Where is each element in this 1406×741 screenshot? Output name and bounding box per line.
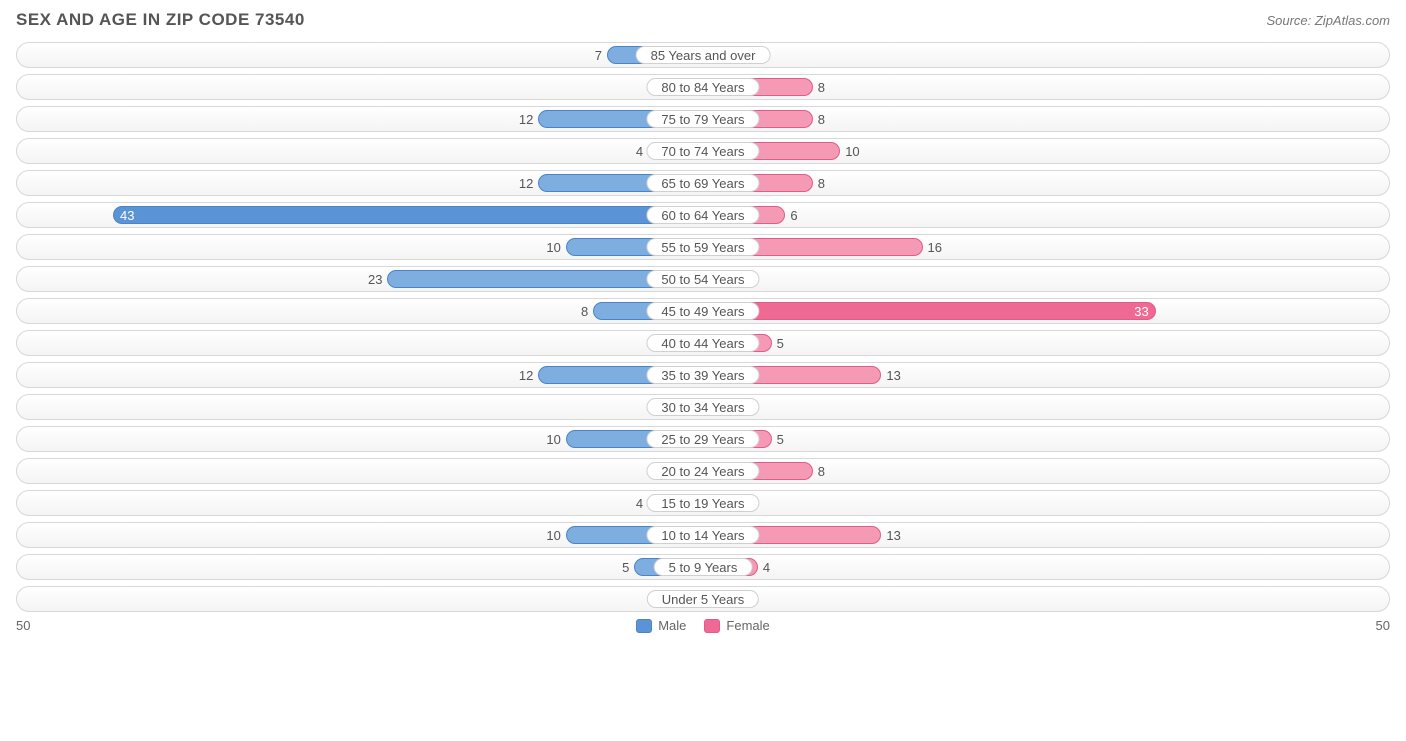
legend-swatch-female	[704, 619, 720, 633]
category-label: Under 5 Years	[647, 590, 759, 608]
chart-row: 3540 to 44 Years	[16, 330, 1390, 356]
chart-row: 10 13 10 to 14 Years	[16, 522, 1390, 548]
chart-row: 8 33 45 to 49 Years	[16, 298, 1390, 324]
legend-label-male: Male	[658, 618, 686, 633]
female-value: 5	[771, 335, 784, 351]
category-label: 80 to 84 Years	[646, 78, 759, 96]
female-value: 10	[839, 143, 859, 159]
male-value: 10	[546, 239, 566, 255]
legend-item-male: Male	[636, 618, 686, 633]
male-value: 10	[546, 431, 566, 447]
male-value: 12	[519, 367, 539, 383]
population-pyramid-chart: 7085 Years and over1880 to 84 Years12875…	[16, 42, 1390, 612]
male-value: 8	[581, 303, 594, 319]
category-label: 60 to 64 Years	[646, 206, 759, 224]
chart-row: 2130 to 34 Years	[16, 394, 1390, 420]
male-value: 12	[519, 111, 539, 127]
chart-row: 5 45 to 9 Years	[16, 554, 1390, 580]
chart-row: 0820 to 24 Years	[16, 458, 1390, 484]
category-label: 5 to 9 Years	[654, 558, 753, 576]
chart-title: SEX AND AGE IN ZIP CODE 73540	[16, 10, 305, 30]
chart-row: 7085 Years and over	[16, 42, 1390, 68]
legend: Male Female	[636, 618, 770, 633]
category-label: 30 to 34 Years	[646, 398, 759, 416]
chart-row: 23350 to 54 Years	[16, 266, 1390, 292]
category-label: 85 Years and over	[636, 46, 771, 64]
male-value: 23	[368, 271, 388, 287]
chart-row: 12 8 75 to 79 Years	[16, 106, 1390, 132]
chart-row: 10 16 55 to 59 Years	[16, 234, 1390, 260]
category-label: 50 to 54 Years	[646, 270, 759, 288]
male-value: 43	[120, 207, 134, 223]
legend-label-female: Female	[726, 618, 769, 633]
category-label: 70 to 74 Years	[646, 142, 759, 160]
female-value: 8	[812, 175, 825, 191]
female-value: 8	[812, 79, 825, 95]
female-bar: 33	[703, 302, 1156, 320]
legend-item-female: Female	[704, 618, 769, 633]
male-value: 12	[519, 175, 539, 191]
category-label: 40 to 44 Years	[646, 334, 759, 352]
male-value: 10	[546, 527, 566, 543]
axis-max-right: 50	[1376, 618, 1390, 633]
male-value: 7	[595, 47, 608, 63]
category-label: 35 to 39 Years	[646, 366, 759, 384]
female-value: 13	[880, 527, 900, 543]
female-value: 4	[757, 559, 770, 575]
female-value: 33	[1134, 303, 1148, 319]
chart-row: 31Under 5 Years	[16, 586, 1390, 612]
chart-source: Source: ZipAtlas.com	[1266, 13, 1390, 28]
chart-row: 41070 to 74 Years	[16, 138, 1390, 164]
female-value: 8	[812, 111, 825, 127]
category-label: 10 to 14 Years	[646, 526, 759, 544]
female-value: 8	[812, 463, 825, 479]
chart-row: 4115 to 19 Years	[16, 490, 1390, 516]
category-label: 15 to 19 Years	[646, 494, 759, 512]
male-value: 5	[622, 559, 635, 575]
chart-row: 12 8 65 to 69 Years	[16, 170, 1390, 196]
category-label: 25 to 29 Years	[646, 430, 759, 448]
legend-swatch-male	[636, 619, 652, 633]
chart-row: 10 5 25 to 29 Years	[16, 426, 1390, 452]
category-label: 45 to 49 Years	[646, 302, 759, 320]
female-value: 16	[922, 239, 942, 255]
female-value: 5	[771, 431, 784, 447]
chart-header: SEX AND AGE IN ZIP CODE 73540 Source: Zi…	[16, 10, 1390, 30]
category-label: 65 to 69 Years	[646, 174, 759, 192]
chart-row: 1880 to 84 Years	[16, 74, 1390, 100]
chart-row: 12 13 35 to 39 Years	[16, 362, 1390, 388]
category-label: 20 to 24 Years	[646, 462, 759, 480]
female-value: 6	[784, 207, 797, 223]
chart-row: 43 6 60 to 64 Years	[16, 202, 1390, 228]
category-label: 55 to 59 Years	[646, 238, 759, 256]
female-value: 13	[880, 367, 900, 383]
chart-footer: 50 Male Female 50	[16, 618, 1390, 633]
axis-max-left: 50	[16, 618, 30, 633]
male-bar: 43	[113, 206, 703, 224]
category-label: 75 to 79 Years	[646, 110, 759, 128]
